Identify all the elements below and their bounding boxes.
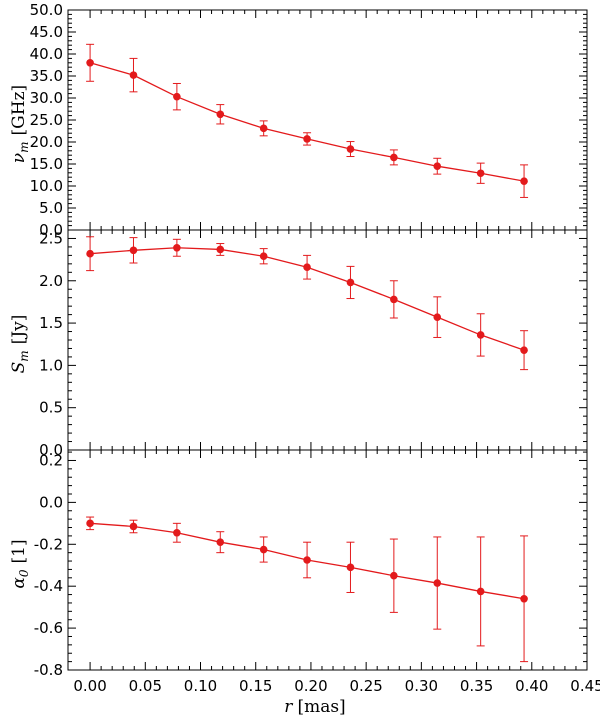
data-point [520,594,528,603]
data-point [86,519,94,528]
data-point [216,110,225,119]
x-tick-label: 0.30 [405,677,438,695]
data-point [129,246,138,255]
data-point [216,245,225,254]
y-tick-label: 40.0 [30,45,63,63]
data-point [86,249,94,258]
x-tick-label: 0.40 [515,677,548,695]
panel-flux: 0.0 0.5 1.0 1.5 2.0 2.5 [39,229,588,459]
y-tick-label: 30.0 [30,89,63,107]
y-tick-label: 2.0 [39,272,63,290]
panel-frequency: 0.0 5.0 10.0 15.0 20.0 25.0 30.0 35.0 40.0 45.0 50… [30,1,588,239]
data-point [303,135,311,143]
data-point [433,313,442,321]
y-tick-label: 0.5 [39,399,63,417]
data-point [520,346,528,354]
ylabel-flux-var: S [9,362,29,374]
ylabel-flux: Sm [Jy] [9,315,31,374]
ylabel-alpha-var: α [9,577,29,589]
x-tick-label: 0.10 [184,677,217,695]
x-tick-label: 0.35 [460,677,493,695]
y-tick-label: 45.0 [30,23,63,41]
data-point [216,538,225,546]
y-tick-label: 2.5 [39,229,63,247]
data-point [346,278,355,287]
y-tick-label: 35.0 [30,67,63,85]
y-tick-label: -0.6 [34,619,63,637]
data-point [390,153,398,162]
y-tick-label: 10.0 [30,177,63,195]
data-point [86,59,94,67]
x-tick-label: 0.00 [73,677,106,695]
data-point [476,331,485,339]
data-point [173,92,181,101]
data-point [433,579,442,587]
data-point [520,177,528,185]
xlabel-var: r [284,697,293,717]
ylabel-flux-sub: m [17,350,31,361]
xlabel: r [mas] [284,697,345,717]
xlabel-unit: [mas] [297,697,345,717]
data-point [303,556,311,564]
y-tick-label: 25.0 [30,111,63,129]
y-tick-label: 5.0 [39,199,63,217]
data-point [259,252,268,261]
y-tick-label: 0.2 [39,451,63,469]
y-tick-label: -0.4 [34,577,63,595]
y-tick-label: 50.0 [30,1,63,19]
data-point [259,545,268,554]
ylabel-flux-unit: [Jy] [9,315,29,345]
y-tick-label: 20.0 [30,133,63,151]
series-line-frequency [89,62,525,182]
ylabel-alpha-unit: [1] [9,539,29,563]
y-tick-label: -0.8 [34,661,63,679]
panel-frame [67,449,588,671]
y-tick-label: 1.5 [39,314,63,332]
ylabel-frequency-sub: m [17,141,31,152]
x-tick-label: 0.45 [570,677,600,695]
data-point [433,162,442,170]
ylabel-frequency: νm [GHz] [9,85,31,163]
data-point [390,295,398,304]
data-point [259,124,268,133]
data-point [129,522,138,531]
x-tick-label: 0.25 [349,677,382,695]
data-point [476,587,485,596]
y-tick-label: 0.0 [39,221,63,239]
data-point [390,571,398,580]
y-tick-label: 15.0 [30,155,63,173]
x-tick-label: 0.15 [239,677,272,695]
data-point [173,528,181,537]
panel-frame [67,9,588,231]
ylabel-alpha: α0 [1] [9,539,31,588]
panel-alpha: 0.00 0.05 0.10 0.15 0.20 0.25 0.30 0.35 0.40 0.45… [34,449,600,695]
data-point [129,71,138,79]
data-point [346,563,355,572]
y-tick-label: 0.0 [39,493,63,511]
data-point [346,145,355,153]
ylabel-frequency-var: ν [9,153,29,163]
y-tick-label: -0.2 [34,535,63,553]
y-tick-label: 0.0 [39,441,63,459]
x-tick-label: 0.20 [294,677,327,695]
ylabel-alpha-sub: 0 [17,569,31,577]
data-point [173,243,181,252]
data-point [476,169,485,178]
x-tick-label: 0.05 [129,677,162,695]
y-tick-label: 1.0 [39,356,63,374]
data-point [303,263,311,272]
panel-frame [67,229,588,451]
ylabel-frequency-unit: [GHz] [9,85,29,136]
